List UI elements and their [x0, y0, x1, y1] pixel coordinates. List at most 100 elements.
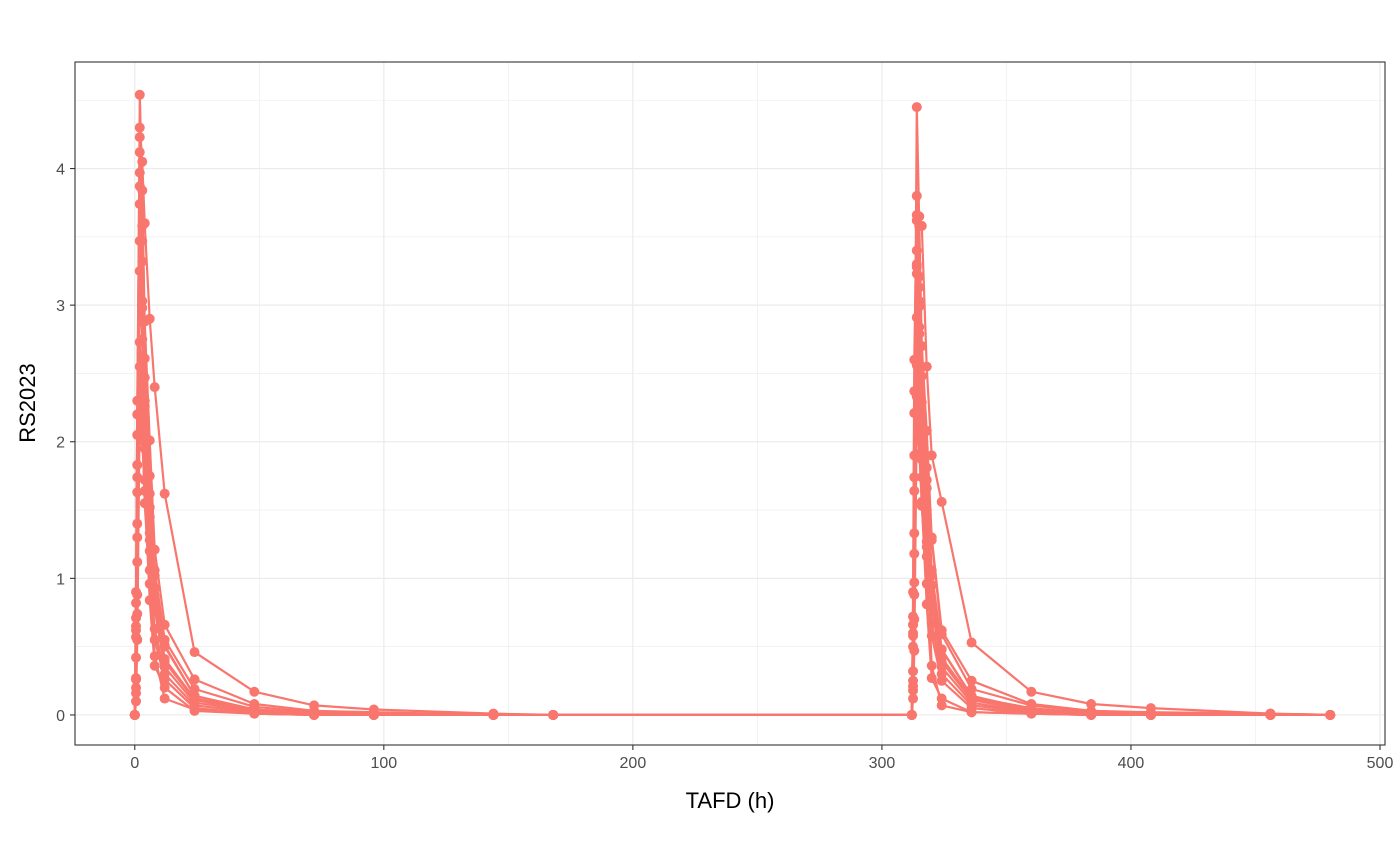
data-point	[936, 693, 947, 704]
x-tick-label: 400	[1118, 755, 1145, 772]
data-point	[914, 449, 925, 460]
data-point	[149, 651, 160, 662]
data-point	[189, 647, 200, 658]
data-point	[909, 472, 920, 483]
data-point	[908, 627, 919, 638]
data-point	[1265, 709, 1276, 720]
series-line-4	[133, 185, 1331, 717]
data-point	[131, 688, 142, 699]
data-point	[909, 528, 920, 539]
data-point	[916, 428, 927, 439]
data-point	[137, 256, 148, 267]
data-point	[914, 301, 925, 312]
data-point	[921, 361, 932, 372]
data-point	[132, 518, 143, 529]
data-point	[909, 548, 920, 559]
data-point	[132, 459, 143, 470]
x-tick-label: 200	[620, 755, 647, 772]
data-point	[139, 353, 150, 364]
data-point	[921, 599, 932, 610]
data-point	[309, 709, 320, 720]
data-point	[159, 682, 170, 693]
data-point	[966, 690, 977, 701]
data-point	[911, 102, 922, 113]
data-point	[137, 156, 148, 167]
data-point	[966, 675, 977, 686]
data-point	[908, 666, 919, 677]
x-axis: 0 100 200 300 400 500	[130, 745, 1393, 772]
series-line-11	[133, 239, 1331, 717]
data-point	[926, 580, 937, 591]
data-point	[1026, 708, 1037, 719]
data-point	[149, 382, 160, 393]
data-point	[1086, 709, 1097, 720]
data-point	[249, 686, 260, 697]
y-tick-label: 1	[56, 571, 65, 588]
data-point	[132, 556, 143, 567]
data-point	[921, 483, 932, 494]
data-point	[149, 660, 160, 671]
minor-gridlines	[75, 62, 1385, 745]
data-point	[911, 360, 922, 371]
data-point	[926, 618, 937, 629]
data-point	[189, 674, 200, 685]
data-point	[936, 644, 947, 655]
data-point	[916, 496, 927, 507]
x-tick-label: 100	[370, 755, 397, 772]
y-tick-label: 4	[56, 162, 65, 179]
data-point	[936, 652, 947, 663]
data-point	[1026, 686, 1037, 697]
data-point	[921, 509, 932, 520]
data-point	[911, 312, 922, 323]
major-gridlines	[75, 62, 1385, 745]
series-line-6	[133, 269, 1331, 717]
series-line-9	[133, 136, 1331, 717]
data-point	[548, 709, 559, 720]
series-line-8	[133, 365, 1331, 717]
data-point	[909, 485, 920, 496]
data-point	[909, 645, 920, 656]
data-point	[249, 708, 260, 719]
data-point	[911, 406, 922, 417]
data-point	[137, 383, 148, 394]
data-point	[131, 625, 142, 636]
data-point	[911, 190, 922, 201]
data-point	[131, 597, 142, 608]
data-point	[132, 589, 143, 600]
data-point	[159, 693, 170, 704]
data-point	[926, 660, 937, 671]
data-point	[159, 674, 170, 685]
data-point	[966, 707, 977, 718]
data-point	[144, 511, 155, 522]
data-point	[926, 673, 937, 684]
data-point	[134, 122, 145, 133]
data-point	[936, 629, 947, 640]
data-point	[149, 634, 160, 645]
data-point	[149, 570, 160, 581]
data-point	[139, 443, 150, 454]
data-point	[1086, 699, 1097, 710]
y-axis-title: RS2023	[15, 363, 40, 443]
y-tick-label: 2	[56, 435, 65, 452]
data-point	[908, 681, 919, 692]
data-point	[159, 653, 170, 664]
data-point	[914, 328, 925, 339]
series-layer	[129, 89, 1336, 720]
data-point	[914, 282, 925, 293]
data-point	[908, 693, 919, 704]
data-point	[131, 652, 142, 663]
data-point	[134, 181, 145, 192]
data-point	[131, 696, 142, 707]
data-point	[488, 709, 499, 720]
data-point	[911, 245, 922, 256]
y-axis: 0 1 2 3 4	[56, 162, 75, 725]
data-point	[144, 535, 155, 546]
data-point	[909, 589, 920, 600]
data-point	[134, 235, 145, 246]
data-point	[916, 371, 927, 382]
data-point	[936, 496, 947, 507]
data-point	[144, 595, 155, 606]
series-line-3	[133, 171, 1331, 717]
y-tick-label: 0	[56, 708, 65, 725]
